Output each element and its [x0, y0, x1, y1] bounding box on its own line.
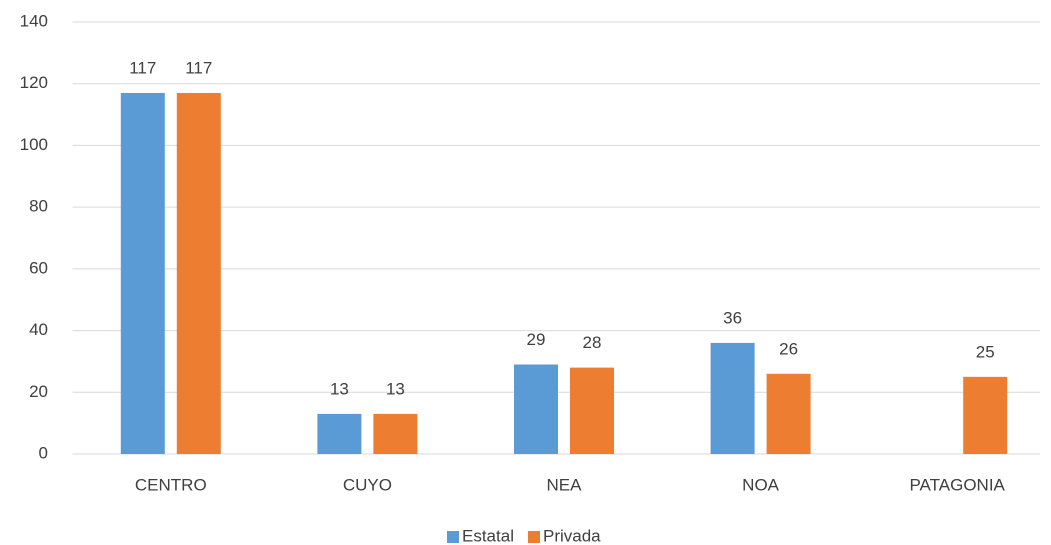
data-label: 117 [185, 58, 212, 77]
bar [373, 413, 418, 454]
bar [317, 413, 362, 454]
data-label: 28 [583, 333, 602, 352]
bar [514, 364, 558, 454]
legend-swatch [527, 531, 540, 543]
data-label: 13 [386, 379, 405, 398]
data-label: 36 [723, 308, 742, 327]
y-tick-label: 100 [20, 135, 48, 154]
bar [570, 367, 614, 454]
y-tick-label: 20 [29, 382, 48, 401]
x-tick-label: NEA [547, 475, 583, 494]
x-tick-label: CENTRO [135, 475, 207, 494]
data-label: 13 [330, 379, 349, 398]
bar [176, 92, 221, 454]
legend-swatch [447, 531, 459, 543]
bar [120, 92, 165, 454]
x-tick-label: NOA [742, 475, 780, 494]
bar [766, 373, 811, 454]
y-tick-label: 40 [29, 320, 48, 339]
y-tick-label: 0 [39, 443, 48, 462]
y-tick-label: 140 [20, 11, 48, 30]
bar [710, 342, 755, 454]
x-tick-label: PATAGONIA [909, 475, 1005, 494]
y-tick-label: 60 [29, 258, 48, 277]
y-tick-label: 120 [20, 73, 48, 92]
data-label: 29 [527, 330, 546, 349]
data-label: 117 [129, 58, 156, 77]
bar [963, 376, 1008, 454]
legend-label: Privada [543, 526, 601, 545]
data-label: 25 [976, 342, 995, 361]
x-tick-label: CUYO [343, 475, 392, 494]
legend-label: Estatal [462, 526, 514, 545]
data-label: 26 [779, 339, 798, 358]
y-tick-label: 80 [29, 197, 48, 216]
